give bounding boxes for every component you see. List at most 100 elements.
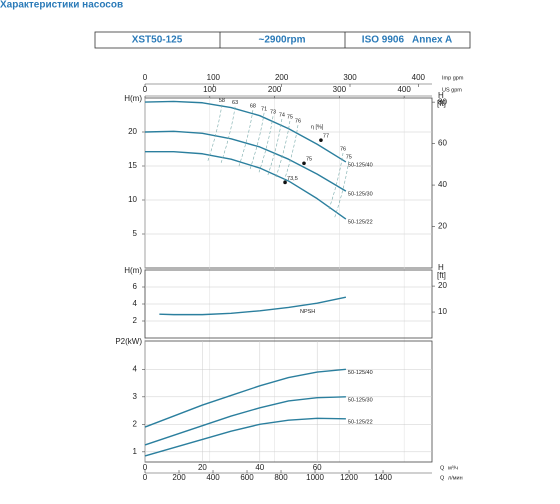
efficiency-isoline-label: 73 xyxy=(270,110,276,116)
top-axis-tick-label: 400 xyxy=(397,85,411,94)
efficiency-point xyxy=(302,161,306,166)
y-tick-label: 5 xyxy=(133,229,138,238)
y-tick-label: 20 xyxy=(128,127,137,136)
y2-axis-unit: [ft] xyxy=(437,99,446,108)
y-tick-label: 4 xyxy=(133,364,138,373)
x-tick-label: 20 xyxy=(198,463,207,472)
bottom-axis-tick-label: 1400 xyxy=(374,473,392,482)
efficiency-isoline-label: 68 xyxy=(250,104,256,110)
y2-tick-label: 20 xyxy=(438,222,447,231)
top-axis-label: US gpm xyxy=(442,87,462,93)
bottom-axis-tick-label: 1200 xyxy=(340,473,358,482)
efficiency-isoline-label: 75 xyxy=(346,155,352,161)
bottom-axis-tick-label: 400 xyxy=(206,473,220,482)
efficiency-isoline xyxy=(220,106,236,163)
efficiency-isoline-label: 63 xyxy=(232,100,238,106)
efficiency-isoline xyxy=(275,120,291,178)
curve xyxy=(159,296,347,316)
y2-tick-label: 60 xyxy=(438,139,447,148)
curve xyxy=(144,100,347,163)
y-tick-label: 1 xyxy=(133,447,138,456)
top-axis-label: Imp gpm xyxy=(442,75,464,81)
top-axis-tick-label: 400 xyxy=(412,73,426,82)
efficiency-point-label: 75 xyxy=(306,157,312,163)
bottom-axis-tick-label: 800 xyxy=(274,473,288,482)
bottom-axis-tick-label: 1000 xyxy=(306,473,324,482)
efficiency-point-label: 73,5 xyxy=(287,176,298,182)
curve xyxy=(144,368,346,428)
x-tick-label: 0 xyxy=(143,463,148,472)
model: XST50-125 xyxy=(132,35,183,46)
efficiency-isoline-label: 58 xyxy=(219,98,225,104)
y-tick-label: 2 xyxy=(133,316,138,325)
efficiency-isoline-label: 71 xyxy=(261,106,267,112)
top-axis-tick-label: 0 xyxy=(143,85,148,94)
top-axis-tick-label: 300 xyxy=(343,73,357,82)
efficiency-isoline-label: 74 xyxy=(279,112,285,118)
curve xyxy=(144,417,346,457)
y2-axis-label: H xyxy=(438,91,444,100)
speed: ~2900rpm xyxy=(259,35,306,46)
top-axis-tick-label: 0 xyxy=(143,73,148,82)
efficiency-isoline xyxy=(249,112,265,169)
series-label: 50-125/22 xyxy=(348,219,373,225)
y-axis-label: P2(kW) xyxy=(115,337,142,346)
y-tick-label: 4 xyxy=(133,299,138,308)
y-axis-label: H(m) xyxy=(124,94,142,103)
top-axis-tick-label: 300 xyxy=(333,85,347,94)
curve xyxy=(144,130,347,192)
series-label: 50-125/30 xyxy=(348,397,373,403)
x-tick-label: 60 xyxy=(313,463,322,472)
efficiency-label: η [%] xyxy=(311,125,324,131)
y2-tick-label: 20 xyxy=(438,281,447,290)
bottom-axis-unit: л/мин xyxy=(448,475,463,481)
y2-tick-label: 10 xyxy=(438,307,447,316)
bottom-axis-tick-label: 0 xyxy=(143,473,148,482)
header-box xyxy=(94,31,471,49)
efficiency-isoline xyxy=(328,152,344,210)
y2-axis-unit: [ft] xyxy=(437,271,446,280)
efficiency-point xyxy=(319,138,323,142)
efficiency-isoline xyxy=(258,116,274,173)
efficiency-isoline xyxy=(207,104,223,161)
curve xyxy=(145,151,347,220)
top-axis-tick-label: 100 xyxy=(207,73,221,82)
y-tick-label: 2 xyxy=(133,419,138,428)
y2-tick-label: 80 xyxy=(438,97,447,106)
standard: ISO 9906 Annex A xyxy=(362,35,452,46)
efficiency-isoline xyxy=(267,118,283,176)
efficiency-isoline-label: 75 xyxy=(287,114,293,120)
x-axis-unit: м³/ч xyxy=(448,465,458,471)
y-tick-label: 10 xyxy=(128,195,137,204)
bottom-axis-label: Q xyxy=(440,475,445,481)
plot-frame xyxy=(144,97,433,269)
series-label: 50-125/40 xyxy=(348,162,373,168)
y-tick-label: 3 xyxy=(133,392,138,401)
curve xyxy=(144,396,346,446)
efficiency-point-label: 77 xyxy=(323,134,329,140)
series-label: 50-125/22 xyxy=(348,419,373,425)
x-axis-label: Q xyxy=(440,465,445,471)
y2-tick-label: 40 xyxy=(438,180,447,189)
y-axis-label: H(m) xyxy=(124,266,142,275)
efficiency-isoline-label: 76 xyxy=(295,119,301,125)
efficiency-isoline xyxy=(283,125,299,182)
y2-axis-label: H xyxy=(438,263,444,272)
series-label: NPSH xyxy=(300,309,315,315)
efficiency-isoline-label: 76 xyxy=(340,146,346,152)
series-label: 50-125/30 xyxy=(348,192,373,198)
efficiency-isoline xyxy=(334,161,350,218)
x-tick-label: 40 xyxy=(255,463,264,472)
top-axis-tick-label: 100 xyxy=(203,85,217,94)
y-tick-label: 15 xyxy=(128,161,137,170)
top-axis-tick-label: 200 xyxy=(268,85,282,94)
top-axis-tick-label: 200 xyxy=(275,73,289,82)
bottom-axis-tick-label: 600 xyxy=(240,473,254,482)
y-tick-label: 6 xyxy=(133,282,138,291)
bottom-axis-tick-label: 200 xyxy=(172,473,186,482)
efficiency-isoline xyxy=(238,110,254,167)
series-label: 50-125/40 xyxy=(348,370,373,376)
efficiency-point xyxy=(283,180,287,185)
